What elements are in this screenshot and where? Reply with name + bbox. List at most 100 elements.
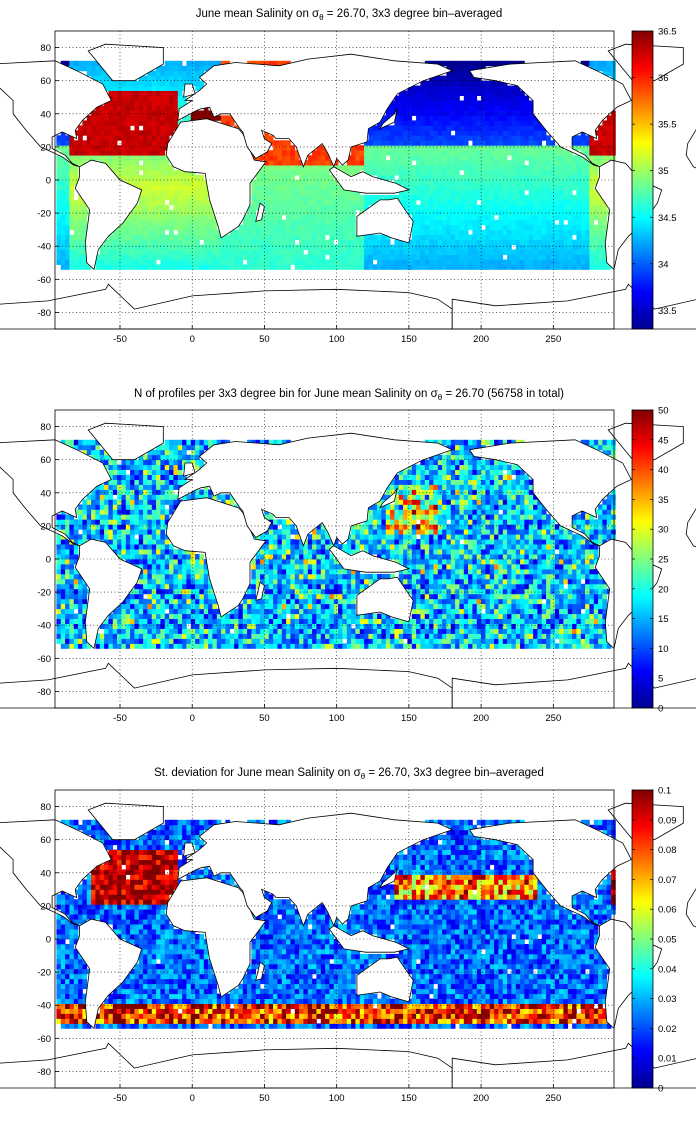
- bin-cell: [86, 150, 92, 156]
- bin-cell: [238, 264, 244, 270]
- bin-cell: [489, 125, 495, 131]
- bin-cell: [177, 603, 183, 610]
- bin-cell: [134, 145, 140, 151]
- bin-cell: [524, 130, 530, 136]
- bin-cell: [203, 65, 209, 72]
- bin-cell: [99, 514, 105, 520]
- bin-cell: [112, 229, 118, 236]
- bin-cell: [333, 199, 339, 206]
- bin-cell: [346, 249, 352, 255]
- bin-cell: [463, 175, 469, 181]
- bin-cell: [338, 194, 343, 201]
- bin-cell: [307, 234, 313, 240]
- bin-cell: [459, 135, 465, 141]
- bin-cell: [190, 115, 196, 121]
- bin-cell: [60, 219, 66, 226]
- bin-cell: [450, 264, 456, 270]
- bin-cell: [251, 593, 257, 600]
- bin-cell: [117, 145, 122, 151]
- bin-cell: [56, 613, 62, 619]
- bin-cell: [156, 165, 161, 171]
- bin-cell: [186, 224, 192, 231]
- bin-cell: [351, 199, 356, 206]
- bin-cell: [424, 125, 430, 131]
- bin-cell: [117, 135, 122, 141]
- bin-cell: [177, 199, 183, 206]
- bin-cell: [112, 90, 118, 96]
- bin-cell: [476, 85, 482, 91]
- bin-cell: [130, 554, 135, 560]
- bin-cell: [442, 219, 447, 226]
- bin-cell: [121, 259, 127, 265]
- bin-cell: [134, 643, 140, 649]
- bin-cell: [91, 125, 96, 131]
- bin-cell: [459, 100, 465, 106]
- bin-cell: [60, 643, 66, 649]
- bin-cell: [60, 539, 66, 545]
- bin-cell: [208, 608, 213, 615]
- bin-cell: [95, 499, 101, 505]
- bin-cell: [333, 180, 339, 186]
- bin-cell: [312, 175, 317, 181]
- bin-cell: [433, 160, 439, 166]
- bin-cell: [476, 244, 482, 250]
- bin-cell: [511, 204, 517, 211]
- bin-cell: [481, 249, 486, 255]
- bin-cell: [585, 259, 590, 265]
- bin-cell: [91, 150, 96, 156]
- bin-cell: [277, 264, 283, 270]
- bin-cell: [91, 509, 96, 515]
- bin-cell: [507, 264, 512, 270]
- bin-cell: [173, 618, 179, 624]
- bin-cell: [151, 534, 157, 540]
- bin-cell: [416, 130, 421, 136]
- bin-cell: [134, 539, 140, 545]
- bin-cell: [420, 155, 426, 161]
- bin-cell: [255, 564, 261, 570]
- bin-cell: [351, 264, 356, 270]
- bin-cell: [446, 170, 452, 176]
- bin-cell: [251, 244, 257, 250]
- bin-cell: [420, 219, 426, 226]
- bin-cell: [130, 244, 135, 250]
- bin-cell: [446, 185, 452, 191]
- bin-cell: [559, 165, 564, 171]
- bin-cell: [195, 593, 200, 600]
- bin-cell: [416, 259, 421, 265]
- bin-cell: [160, 155, 166, 161]
- bin-cell: [398, 170, 404, 176]
- bin-cell: [56, 578, 62, 585]
- bin-cell: [299, 160, 304, 166]
- bin-cell: [442, 180, 447, 186]
- bin-cell: [125, 170, 131, 176]
- bin-cell: [281, 529, 287, 535]
- bin-cell: [424, 254, 430, 260]
- bin-cell: [238, 633, 244, 639]
- bin-cell: [117, 554, 122, 560]
- bin-cell: [433, 204, 439, 211]
- bin-cell: [65, 603, 70, 610]
- bin-cell: [398, 140, 404, 146]
- bin-cell: [346, 204, 352, 211]
- bin-cell: [177, 75, 183, 82]
- bin-cell: [173, 264, 179, 270]
- bin-cell: [563, 264, 569, 270]
- bin-cell: [60, 160, 66, 166]
- bin-cell: [346, 199, 352, 206]
- bin-cell: [112, 549, 118, 555]
- bin-cell: [533, 150, 538, 156]
- bin-cell: [333, 234, 339, 240]
- bin-cell: [134, 224, 140, 231]
- bin-cell: [225, 499, 231, 505]
- bin-cell: [173, 564, 179, 570]
- bin-cell: [281, 150, 287, 156]
- bin-cell: [264, 643, 270, 649]
- bin-cell: [134, 519, 140, 525]
- bin-cell: [186, 194, 192, 201]
- bin-cell: [143, 145, 148, 151]
- bin-cell: [169, 568, 174, 575]
- bin-cell: [169, 504, 174, 510]
- bin-cell: [546, 150, 551, 156]
- bin-cell: [303, 194, 309, 201]
- bin-cell: [56, 568, 62, 575]
